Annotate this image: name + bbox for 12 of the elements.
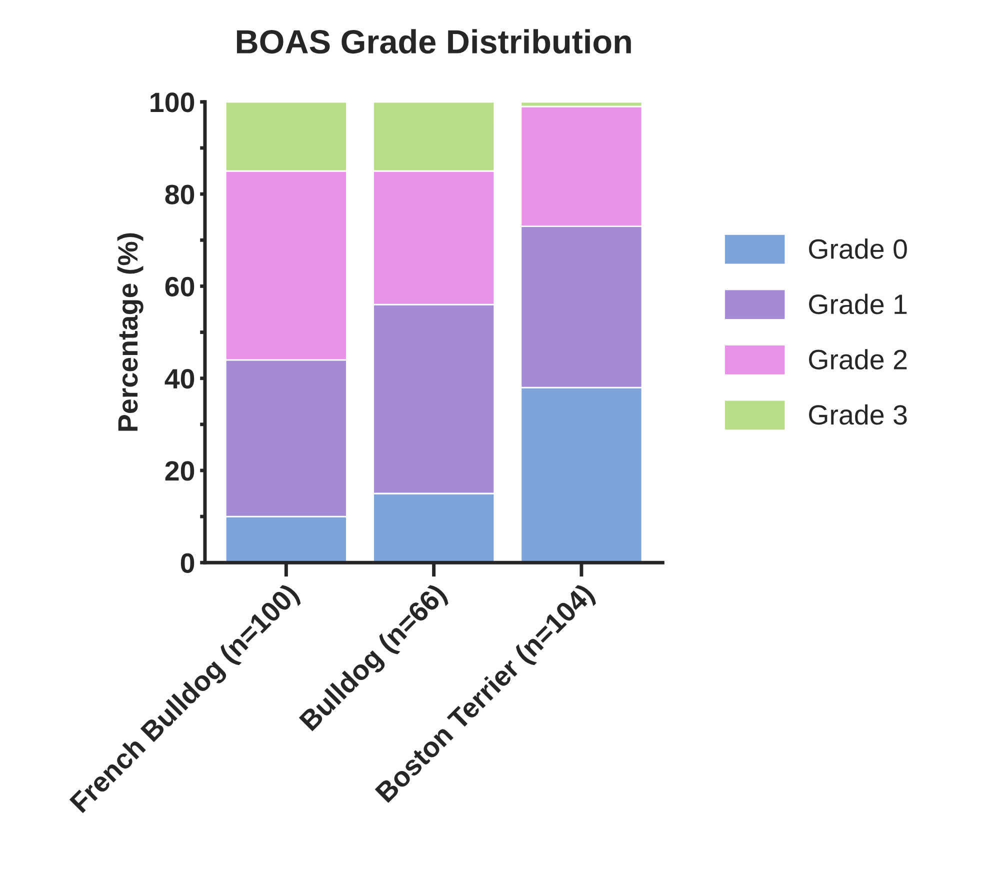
y-tick-label: 100 bbox=[150, 92, 194, 112]
y-tick-label: 80 bbox=[165, 184, 194, 204]
legend-label: Grade 3 bbox=[809, 404, 907, 425]
legend-label: Grade 0 bbox=[809, 238, 907, 259]
y-axis-title: Percentage (%) bbox=[117, 233, 144, 431]
y-tick-label: 20 bbox=[165, 461, 194, 481]
y-tick-label: 60 bbox=[165, 276, 194, 297]
chart-title: BOAS Grade Distribution bbox=[236, 29, 631, 54]
y-tick-label: 0 bbox=[180, 553, 194, 573]
legend-label: Grade 1 bbox=[809, 294, 907, 314]
y-tick-label: 40 bbox=[164, 368, 194, 389]
legend-label: Grade 2 bbox=[809, 349, 907, 370]
